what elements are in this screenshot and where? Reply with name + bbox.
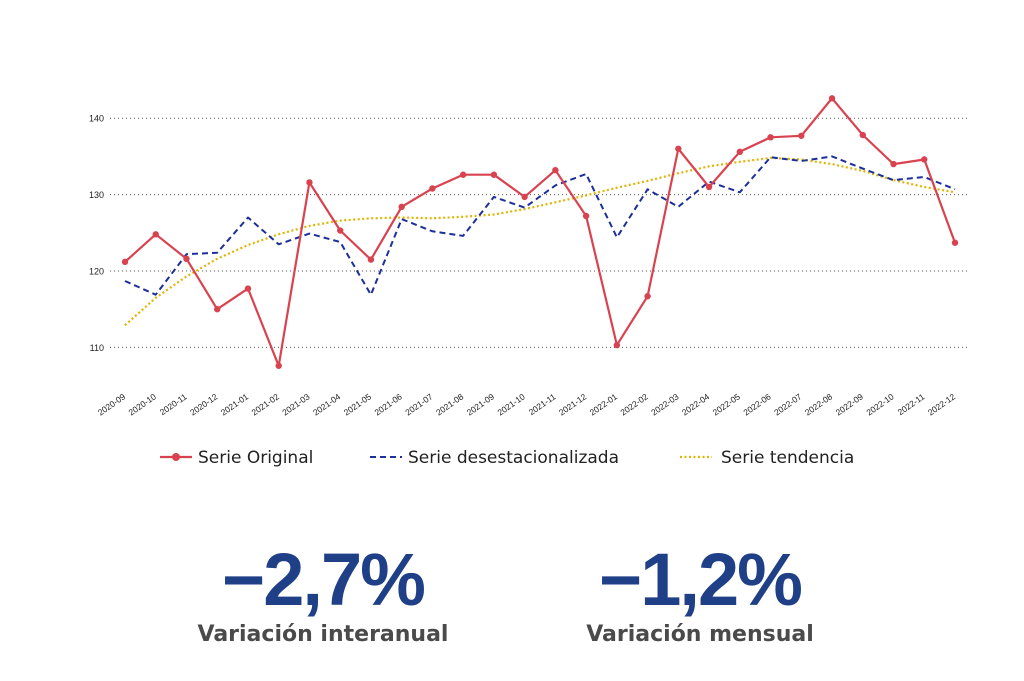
x-tick-label: 2022-08: [803, 391, 835, 417]
x-tick-label: 2022-02: [618, 391, 650, 417]
data-point: [828, 95, 836, 102]
data-point: [675, 145, 682, 152]
y-axis: 110 120 130 140: [89, 114, 104, 353]
x-tick-label: 2021-12: [557, 391, 589, 417]
data-point: [951, 239, 959, 246]
data-point: [798, 132, 805, 139]
legend-marker: [172, 453, 180, 461]
data-point: [275, 362, 282, 369]
x-tick-label: 2020-12: [188, 391, 220, 417]
data-point: [552, 166, 559, 174]
x-tick-label: 2022-01: [588, 391, 620, 417]
x-tick-label: 2021-06: [373, 391, 405, 417]
x-tick-label: 2022-05: [711, 391, 743, 417]
x-tick-label: 2022-10: [864, 391, 896, 417]
data-point: [767, 134, 774, 141]
line-chart: 110 120 130 140 2020-09 2020-10 2020-11 2020-1…: [89, 95, 968, 468]
x-tick-label: 2022-03: [649, 391, 681, 417]
kpi-interannual-label: Variación interanual: [197, 622, 449, 647]
legend: Serie Original Serie desestacionalizada Se…: [160, 448, 854, 468]
data-point: [306, 179, 313, 186]
y-tick-label: 130: [89, 190, 104, 200]
x-tick-label: 2021-02: [250, 391, 282, 417]
series-line-2: [124, 156, 956, 327]
data-point: [921, 156, 928, 163]
x-tick-label: 2022-11: [896, 391, 927, 417]
x-tick-label: 2021-09: [465, 391, 497, 417]
data-point: [890, 160, 897, 168]
x-tick-label: 2021-11: [527, 391, 558, 417]
x-tick-label: 2021-03: [280, 391, 312, 417]
y-tick-label: 140: [89, 114, 104, 124]
x-tick-label: 2020-11: [158, 391, 189, 417]
x-tick-label: 2021-04: [311, 391, 343, 417]
data-point: [705, 183, 713, 191]
data-point: [490, 171, 498, 178]
series-line-0: [124, 97, 957, 367]
data-point: [613, 341, 621, 349]
x-tick-label: 2021-05: [342, 391, 374, 417]
legend-label-0: Serie Original: [198, 448, 313, 468]
data-point: [429, 185, 436, 192]
x-tick-label: 2022-07: [772, 391, 804, 417]
data-point: [367, 256, 375, 263]
data-point: [459, 171, 467, 178]
x-tick-label: 2022-04: [680, 391, 712, 417]
x-tick-label: 2020-10: [127, 391, 159, 417]
x-tick-label: 2021-07: [403, 391, 435, 417]
x-tick-label: 2021-10: [495, 391, 527, 417]
data-point: [398, 203, 405, 211]
data-point: [336, 227, 344, 234]
x-tick-label: 2020-09: [96, 391, 128, 417]
legend-label-1: Serie desestacionalizada: [408, 448, 619, 468]
kpi-monthly: −1,2% Variación mensual: [540, 538, 860, 648]
data-point: [582, 212, 590, 220]
x-tick-label: 2022-12: [926, 391, 958, 417]
data-point: [121, 258, 129, 266]
data-point: [183, 255, 190, 262]
y-tick-label: 110: [90, 343, 104, 353]
data-point: [736, 148, 744, 156]
data-point: [214, 306, 221, 313]
x-tick-label: 2022-06: [741, 391, 773, 417]
series-line-1: [124, 155, 956, 296]
x-tick-label: 2021-01: [219, 391, 251, 417]
kpi-interannual: −2,7% Variación interanual: [163, 538, 483, 648]
series-lines: [121, 95, 959, 369]
kpi-interannual-value: −2,7%: [222, 538, 426, 621]
kpi-monthly-label: Variación mensual: [586, 622, 814, 647]
y-tick-label: 120: [89, 267, 104, 277]
x-tick-label: 2021-08: [434, 391, 466, 417]
x-tick-label: 2022-09: [834, 391, 866, 417]
grid-lines: [110, 117, 968, 348]
x-axis: 2020-09 2020-10 2020-11 2020-12 2021-01 2021-…: [96, 391, 958, 417]
kpi-monthly-value: −1,2%: [599, 538, 803, 621]
data-point: [521, 193, 528, 201]
data-point: [859, 131, 866, 139]
data-point: [644, 293, 651, 300]
data-point: [244, 285, 252, 292]
data-point: [152, 231, 159, 238]
legend-label-2: Serie tendencia: [721, 448, 854, 468]
